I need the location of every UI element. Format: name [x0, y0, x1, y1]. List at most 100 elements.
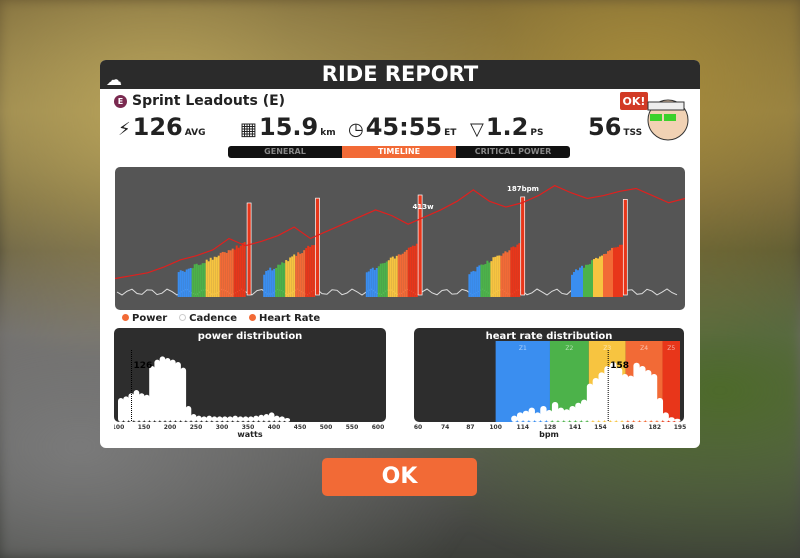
- odometer-icon: ▦: [240, 119, 257, 140]
- power-bar: [504, 251, 506, 297]
- distribution-bar: [160, 356, 166, 422]
- distribution-bar: [587, 384, 593, 422]
- tab-critical-power[interactable]: CRITICAL POWER: [456, 146, 570, 158]
- page-title: RIDE REPORT: [322, 62, 478, 86]
- power-bar: [220, 253, 222, 297]
- distribution-bar: [243, 416, 249, 422]
- power-bar: [605, 254, 607, 297]
- ride-report-panel: ☁ RIDE REPORT E Sprint Leadouts (E) ⚡ 126…: [100, 60, 700, 448]
- tab-timeline[interactable]: TIMELINE: [342, 146, 456, 158]
- legend-heart-rate[interactable]: Heart Rate: [249, 313, 320, 324]
- power-dot-icon: [122, 314, 129, 321]
- power-bar: [581, 266, 583, 297]
- distribution-bar: [575, 403, 581, 422]
- power-bar: [370, 269, 372, 297]
- cadence-dot-icon: [179, 314, 186, 321]
- distribution-bar: [534, 412, 540, 422]
- stat-value: 45:55: [366, 113, 442, 141]
- hr-zone-z5: [663, 341, 680, 422]
- power-bar: [291, 256, 293, 297]
- power-icon: ⚡: [118, 119, 131, 140]
- power-bar: [496, 256, 498, 297]
- zone-label: Z1: [519, 345, 527, 352]
- distribution-bar: [511, 416, 517, 422]
- distribution-bar: [128, 393, 134, 422]
- distribution-bar: [622, 374, 628, 422]
- power-bar: [313, 245, 315, 297]
- distribution-bar: [144, 395, 150, 422]
- stat-value: 1.2: [486, 113, 529, 141]
- stat-unit: ET: [444, 128, 456, 138]
- power-bar: [615, 247, 617, 297]
- legend-cadence[interactable]: Cadence: [179, 313, 237, 324]
- power-bar: [514, 247, 516, 297]
- power-bar: [587, 265, 589, 297]
- power-bar: [216, 257, 218, 297]
- distribution-bar: [149, 366, 155, 422]
- cloud-upload-icon[interactable]: ☁: [106, 65, 122, 94]
- legend-label: Heart Rate: [259, 313, 320, 324]
- power-bar: [585, 265, 587, 297]
- power-bar: [232, 249, 234, 297]
- power-bar: [416, 244, 418, 297]
- distribution-bar: [222, 416, 228, 422]
- power-bar: [396, 256, 398, 297]
- power-bar: [408, 248, 410, 297]
- power-bar: [380, 264, 382, 297]
- distribution-bar: [657, 398, 663, 422]
- power-bar: [200, 265, 202, 297]
- chart-title: power distribution: [198, 331, 303, 342]
- power-bar: [470, 272, 472, 297]
- tick-label: 87: [466, 424, 474, 431]
- ok-button[interactable]: OK: [322, 458, 477, 496]
- pizza-icon: ▽: [470, 119, 484, 140]
- power-bar: [186, 270, 188, 297]
- distribution-bar: [668, 417, 674, 422]
- power-bar: [518, 243, 520, 297]
- workout-name: Sprint Leadouts (E): [132, 93, 285, 109]
- tick-label: 400: [268, 424, 281, 431]
- distribution-bar: [206, 416, 212, 422]
- distribution-bar: [633, 363, 639, 422]
- power-bar: [240, 246, 242, 297]
- power-bar: [502, 253, 504, 297]
- power-bar: [583, 268, 585, 297]
- stat-value: 15.9: [259, 113, 318, 141]
- tick-label: 500: [320, 424, 333, 431]
- power-bar: [478, 265, 480, 297]
- tick-label: 168: [621, 424, 634, 431]
- power-bar: [374, 270, 376, 297]
- power-bar: [500, 256, 502, 297]
- distribution-bar: [123, 396, 129, 422]
- x-axis-label: watts: [237, 430, 262, 439]
- tick-label: 450: [294, 424, 307, 431]
- power-bar: [198, 265, 200, 297]
- workout-badge: E: [114, 95, 127, 108]
- power-bar: [390, 258, 392, 297]
- distribution-bar: [175, 362, 181, 422]
- power-bar: [480, 264, 482, 297]
- power-bar: [182, 271, 184, 297]
- coach-avatar: OK!: [618, 90, 698, 142]
- power-bar: [498, 255, 500, 297]
- power-bar: [202, 263, 204, 297]
- chart-title: heart rate distribution: [486, 331, 613, 342]
- power-bar: [269, 268, 271, 297]
- zone-label: Z5: [667, 345, 675, 352]
- stat-value: 56: [588, 113, 621, 141]
- power-bar: [482, 265, 484, 297]
- power-bar: [591, 260, 593, 297]
- peak-hr-label: 187bpm: [507, 185, 539, 193]
- tick-label: 300: [216, 424, 229, 431]
- average-label: 126: [134, 361, 153, 371]
- power-bar: [372, 268, 374, 297]
- legend-power[interactable]: Power: [122, 313, 167, 324]
- stat-distance: ▦ 15.9 km: [240, 113, 336, 141]
- tab-general[interactable]: GENERAL: [228, 146, 342, 158]
- power-bar: [597, 258, 599, 297]
- distribution-bar: [232, 416, 238, 422]
- distribution-bar: [253, 416, 259, 422]
- tick-label: 100: [114, 424, 124, 431]
- power-bar: [607, 251, 609, 297]
- power-bar: [301, 253, 303, 297]
